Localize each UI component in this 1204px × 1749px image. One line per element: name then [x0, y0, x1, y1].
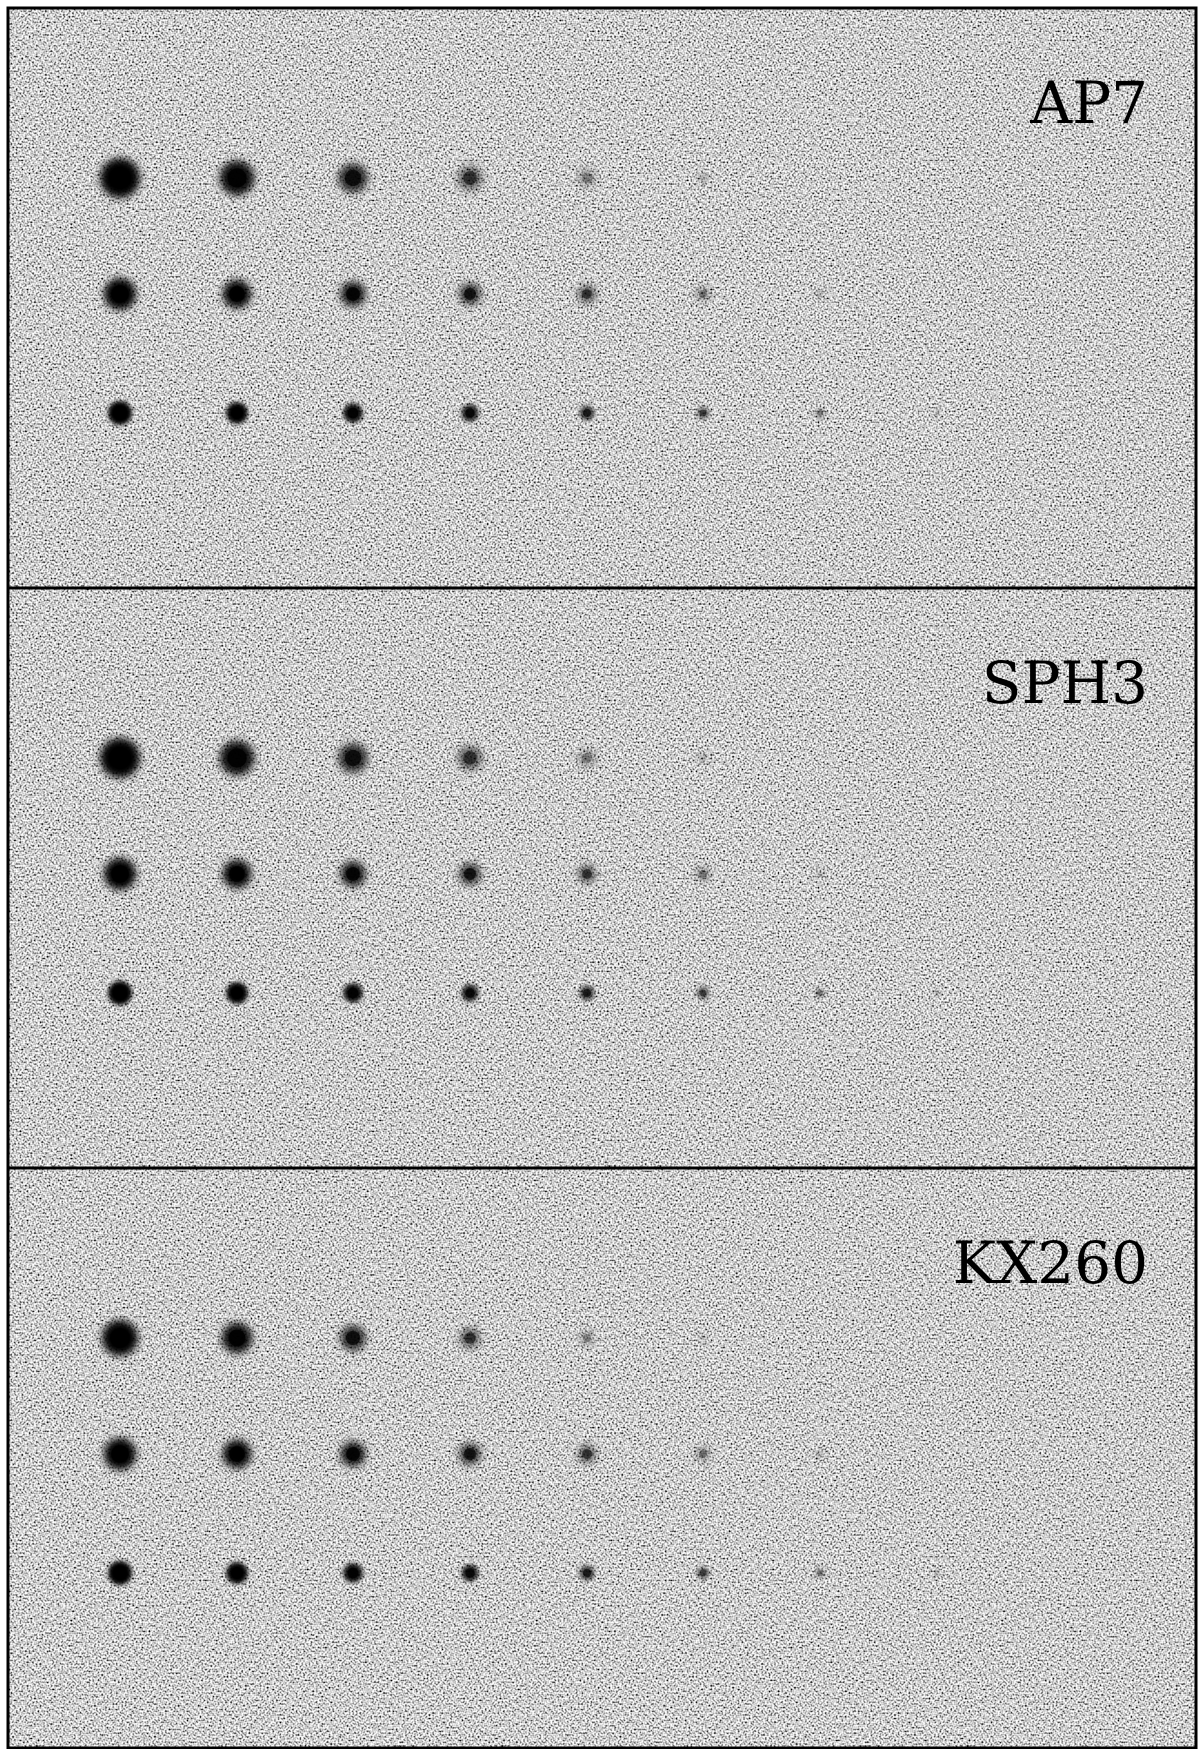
source-core [229, 1446, 245, 1462]
source-core [109, 167, 131, 189]
source-core [113, 986, 127, 1000]
source-core [465, 408, 475, 418]
source-core [698, 1449, 708, 1459]
source-core [347, 407, 359, 419]
noise [8, 1168, 1196, 1748]
source-core [228, 1329, 246, 1347]
source-core [347, 987, 359, 999]
panel-label: SPH3 [982, 649, 1148, 717]
source-core [463, 751, 477, 765]
source-spot [814, 1448, 826, 1460]
source-core [816, 1450, 824, 1458]
source-core [934, 410, 940, 416]
source-spot [814, 868, 826, 880]
panel: KX260 [6, 1166, 1198, 1749]
source-core [347, 1567, 359, 1579]
source-core [344, 749, 362, 767]
source-spot [814, 1567, 826, 1579]
source-core [934, 1570, 940, 1576]
source-core [110, 1328, 130, 1348]
source-core [464, 288, 476, 300]
source-spot [932, 1568, 942, 1578]
source-spot [814, 407, 826, 419]
source-core [817, 1570, 823, 1576]
source-spot [696, 171, 710, 185]
source-core [227, 748, 247, 768]
source-spot [814, 987, 826, 999]
source-core [111, 865, 129, 883]
source-core [231, 1567, 243, 1579]
panel-border [6, 1166, 1198, 1749]
source-spot [696, 1566, 710, 1580]
source-core [582, 289, 592, 299]
source-core [700, 1335, 706, 1341]
source-core [227, 168, 247, 188]
source-core [111, 285, 129, 303]
noise [8, 588, 1196, 1168]
source-core [346, 287, 360, 301]
source-core [582, 1333, 592, 1343]
source-core [698, 869, 708, 879]
panel-label: KX260 [953, 1229, 1148, 1297]
source-core [582, 869, 592, 879]
source-core [344, 169, 362, 187]
source-spot [932, 988, 942, 998]
source-core [464, 1448, 476, 1460]
source-core [582, 1449, 592, 1459]
source-core [465, 988, 475, 998]
source-core [699, 174, 707, 182]
source-core [581, 752, 593, 764]
source-core [698, 289, 708, 299]
source-spot [696, 986, 710, 1000]
source-core [817, 990, 823, 996]
source-spot [579, 1330, 595, 1346]
source-spot [698, 1333, 708, 1343]
source-core [934, 990, 940, 996]
source-spot [695, 286, 711, 302]
source-core [699, 989, 707, 997]
source-spot [696, 751, 710, 765]
source-core [582, 1568, 592, 1578]
source-spot [695, 1446, 711, 1462]
source-core [581, 172, 593, 184]
source-core [816, 290, 824, 298]
source-core [699, 409, 707, 417]
panel: AP7 [6, 6, 1198, 590]
source-spot [696, 406, 710, 420]
source-core [582, 988, 592, 998]
source-core [699, 754, 707, 762]
source-spot [577, 748, 597, 768]
source-core [231, 987, 243, 999]
source-core [346, 1447, 360, 1461]
source-core [817, 410, 823, 416]
source-core [229, 286, 245, 302]
source-core [464, 1332, 476, 1344]
panels: AP7 SPH3 KX260 [6, 6, 1198, 1749]
panel-label: AP7 [1029, 69, 1148, 137]
source-core [699, 1569, 707, 1577]
source-core [582, 408, 592, 418]
panel: SPH3 [6, 586, 1198, 1170]
source-spot [695, 866, 711, 882]
source-core [345, 1330, 361, 1346]
source-core [109, 747, 131, 769]
source-core [464, 868, 476, 880]
source-core [229, 866, 245, 882]
noise [8, 8, 1196, 588]
source-core [465, 1568, 475, 1578]
source-spot [932, 408, 942, 418]
source-core [111, 1445, 129, 1463]
source-core [463, 171, 477, 185]
source-core [816, 870, 824, 878]
source-core [346, 867, 360, 881]
source-spot [814, 288, 826, 300]
source-core [113, 406, 127, 420]
source-spot [577, 168, 597, 188]
source-core [231, 407, 243, 419]
source-core [113, 1566, 127, 1580]
